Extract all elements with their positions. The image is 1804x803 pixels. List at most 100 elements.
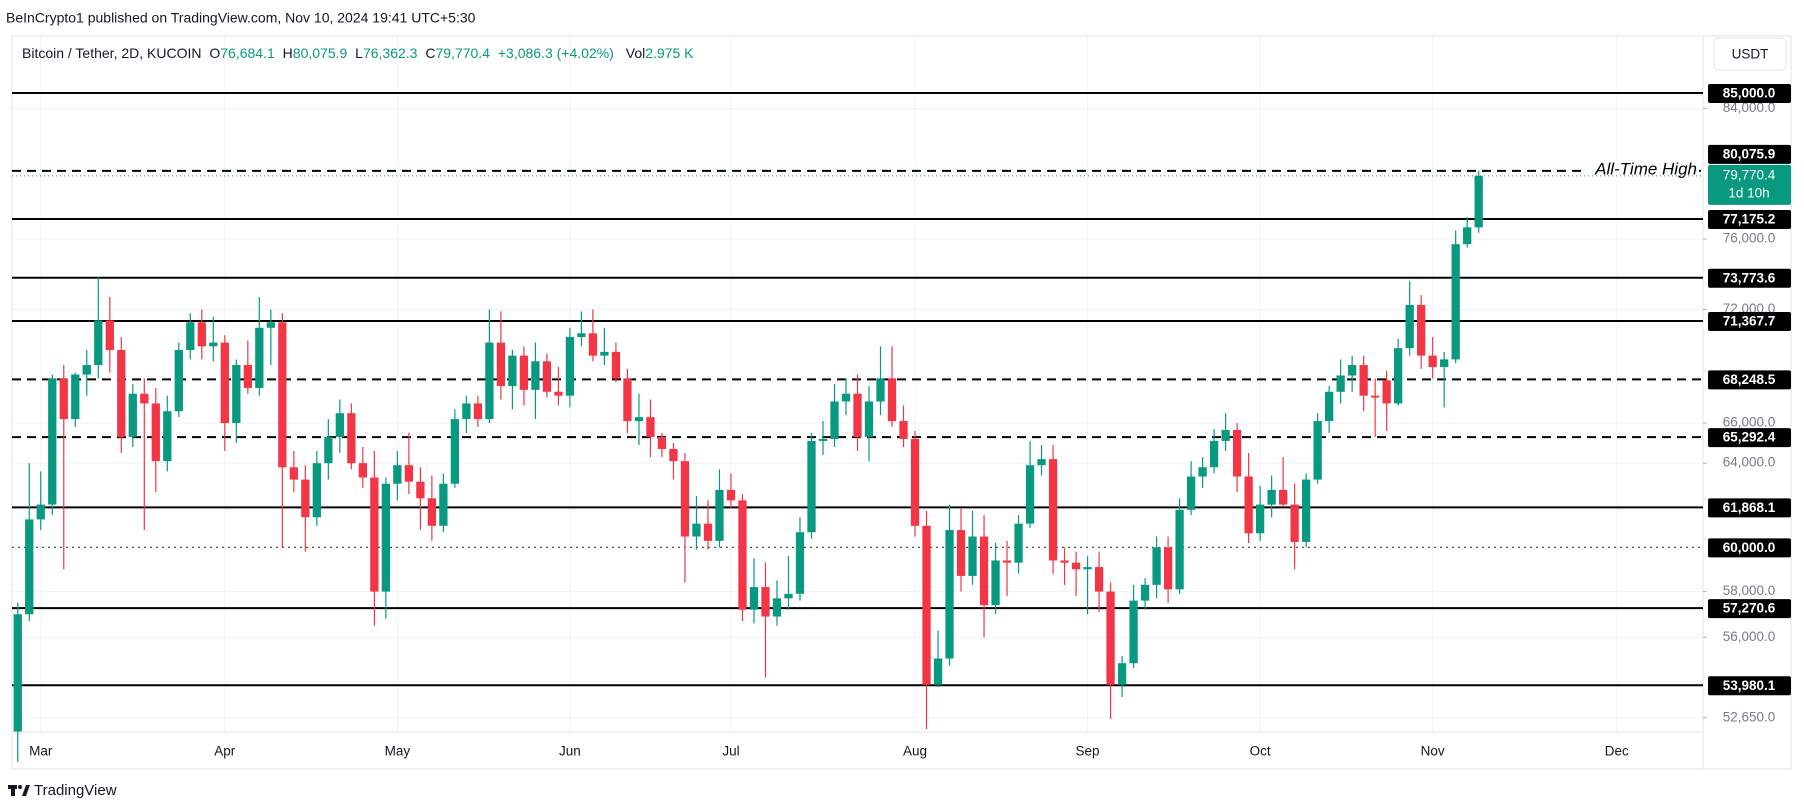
y-tick-label: 84,000.0 xyxy=(1723,100,1776,115)
x-tick-label: Oct xyxy=(1250,744,1271,759)
y-tick-label: 76,000.0 xyxy=(1723,231,1776,246)
last-price-label: 79,770.4 xyxy=(1723,167,1776,182)
candle-body xyxy=(59,378,68,420)
candle-body xyxy=(864,401,874,437)
candle-body xyxy=(1209,440,1219,468)
x-tick-label: Sep xyxy=(1076,744,1100,759)
candle-body xyxy=(1129,600,1138,664)
brand: TradingView xyxy=(34,782,117,799)
candle-body xyxy=(416,481,425,499)
y-tick-label: 66,000.0 xyxy=(1723,415,1776,430)
candle-body xyxy=(646,417,655,437)
candle-body xyxy=(1301,479,1311,542)
currency-label[interactable]: USDT xyxy=(1732,47,1769,62)
logo-part xyxy=(18,785,22,789)
candle-body xyxy=(1071,562,1081,570)
candle-body xyxy=(1313,421,1322,480)
candle-body xyxy=(255,327,264,388)
price-tags: 85,000.0 80,075.9 77,175.2 73,773.6 71,367.7… xyxy=(1708,84,1791,696)
level-tag xyxy=(1708,312,1791,332)
candle-body xyxy=(220,342,229,424)
y-tick-label: 56,000.0 xyxy=(1723,629,1776,644)
candle-body xyxy=(462,403,471,420)
legend-key: L xyxy=(355,45,363,61)
level-tag-label: 60,000.0 xyxy=(1723,540,1776,555)
candle-body xyxy=(94,320,103,366)
last-price-tag xyxy=(1708,164,1791,205)
level-tag xyxy=(1708,538,1791,558)
candle-body xyxy=(1324,391,1334,422)
candle-body xyxy=(899,421,908,439)
candle-body xyxy=(577,333,586,338)
level-tag-label: 77,175.2 xyxy=(1723,212,1776,227)
y-tick-label: 64,000.0 xyxy=(1723,455,1776,470)
candle-body xyxy=(680,461,690,537)
candle-body xyxy=(784,593,793,599)
candle-body xyxy=(887,378,897,422)
legend-value: 79,770.4 xyxy=(435,45,490,61)
candle-body xyxy=(25,519,34,615)
level-tag xyxy=(1708,210,1791,230)
brand-logo xyxy=(8,785,30,796)
candle-body xyxy=(232,365,241,424)
candle-body xyxy=(13,614,22,732)
candle-body xyxy=(1163,547,1173,590)
candle-body xyxy=(726,489,736,501)
level-tag-label: 57,270.6 xyxy=(1723,601,1776,616)
y-tick-label: 52,650.0 xyxy=(1723,709,1776,724)
candle-body xyxy=(358,463,367,478)
candle-body xyxy=(209,342,218,347)
candle-body xyxy=(1140,584,1150,601)
x-tick-label: Apr xyxy=(214,744,236,759)
level-tag xyxy=(1708,144,1791,164)
candle-body xyxy=(312,463,321,518)
candle-body xyxy=(1152,547,1161,585)
candle-body xyxy=(427,498,437,526)
candle-body xyxy=(657,436,667,449)
candle-body xyxy=(1175,509,1184,590)
candle-body xyxy=(48,378,57,505)
candle-body xyxy=(1060,560,1069,563)
candle-body xyxy=(1371,395,1380,398)
candle-body xyxy=(554,391,563,396)
legend-key: O xyxy=(209,45,220,61)
currency-button[interactable] xyxy=(1713,37,1787,71)
candle-body xyxy=(1083,567,1092,570)
candle-body xyxy=(1463,227,1472,245)
level-tag xyxy=(1708,268,1791,288)
candle-body xyxy=(519,355,529,390)
candle-body xyxy=(945,530,954,659)
candle-body xyxy=(105,320,114,351)
candle-body xyxy=(381,483,391,592)
candle-body xyxy=(1198,467,1207,477)
symbol: Bitcoin / Tether, 2D, KUCOIN xyxy=(22,45,201,61)
candle-body xyxy=(876,378,885,402)
symbol-legend: Bitcoin / Tether, 2D, KUCOIN O76,684.1 H… xyxy=(22,45,694,61)
candle-body xyxy=(1117,663,1127,685)
candle-body xyxy=(485,342,494,420)
grid xyxy=(12,36,1703,732)
candle-body xyxy=(347,413,356,464)
candle-body xyxy=(979,536,989,606)
candle-body xyxy=(565,337,575,396)
candle-body xyxy=(1255,504,1265,534)
x-tick-label: Mar xyxy=(29,744,53,759)
candle-body xyxy=(1474,175,1483,228)
candle-body xyxy=(749,587,759,610)
logo-part xyxy=(22,785,30,796)
level-tag-label: 71,367.7 xyxy=(1723,314,1776,329)
candle-body xyxy=(588,333,598,356)
candle-body xyxy=(853,393,862,437)
candle-body xyxy=(186,322,195,351)
axes: 84,000.076,000.072,000.066,000.064,000.0… xyxy=(29,100,1775,759)
x-tick-label: Aug xyxy=(903,744,927,759)
candle-body xyxy=(542,361,552,392)
candle-body xyxy=(600,351,609,356)
candle-body xyxy=(439,483,448,526)
candle-body xyxy=(807,440,816,533)
candle-body xyxy=(324,436,333,464)
level-tag xyxy=(1708,428,1791,448)
candle-body xyxy=(1405,305,1414,349)
